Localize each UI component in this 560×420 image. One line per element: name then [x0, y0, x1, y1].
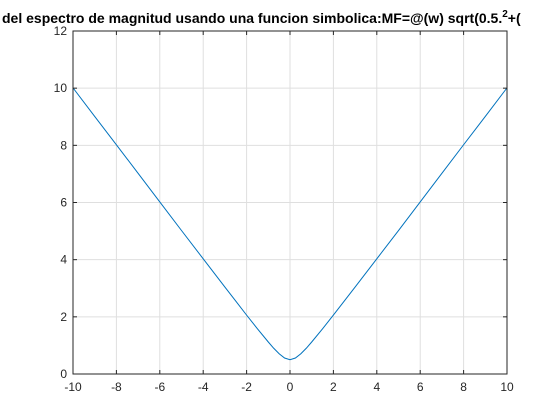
x-tick-label: -4 [198, 380, 209, 394]
x-tick-labels: -10 -8 -6 -4 -2 0 2 4 6 8 10 [64, 380, 514, 394]
x-tick-label: 0 [287, 380, 294, 394]
x-tick-label: 2 [330, 380, 337, 394]
plot-area: -10 -8 -6 -4 -2 0 2 4 6 8 10 0 2 4 6 8 10 12 [54, 24, 514, 394]
x-tick-label: 10 [500, 380, 514, 394]
y-tick-label: 4 [60, 253, 67, 267]
y-tick-label: 8 [60, 138, 67, 152]
x-tick-label: -6 [154, 380, 165, 394]
chart-title: del espectro de magnitud usando una func… [2, 9, 521, 26]
x-tick-label: -8 [111, 380, 122, 394]
x-tick-label: 8 [460, 380, 467, 394]
y-tick-label: 2 [60, 310, 67, 324]
x-tick-label: 6 [417, 380, 424, 394]
x-tick-label: 4 [373, 380, 380, 394]
x-tick-label: -10 [64, 380, 82, 394]
tick-marks [72, 30, 508, 375]
y-tick-labels: 0 2 4 6 8 10 12 [54, 24, 68, 381]
y-tick-label: 12 [54, 24, 68, 38]
y-tick-label: 10 [54, 81, 68, 95]
y-tick-label: 0 [60, 367, 67, 381]
x-tick-label: -2 [241, 380, 252, 394]
y-tick-label: 6 [60, 196, 67, 210]
magnitude-curve [72, 87, 508, 361]
